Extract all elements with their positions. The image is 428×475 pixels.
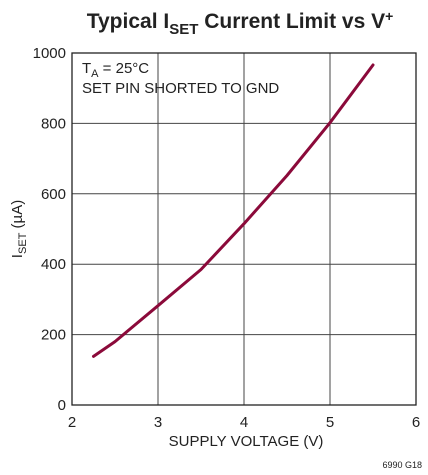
- y-label-sub: SET: [17, 232, 29, 254]
- x-tick-label: 6: [412, 414, 420, 431]
- plot-frame: [71, 52, 417, 406]
- footnote: 6990 G18: [382, 460, 422, 470]
- y-tick-label: 800: [41, 115, 66, 132]
- x-tick-label: 2: [68, 414, 76, 431]
- title-sub: SET: [169, 21, 198, 38]
- x-tick-label: 3: [154, 414, 162, 431]
- x-tick-label: 4: [240, 414, 248, 431]
- y-tick-label: 600: [41, 186, 66, 203]
- annotation-part: T: [82, 60, 91, 77]
- annotation-sub: A: [91, 68, 99, 80]
- title-part: Current Limit vs V: [198, 10, 385, 33]
- x-axis-label: SUPPLY VOLTAGE (V): [169, 433, 324, 450]
- y-tick-label: 1000: [33, 45, 66, 62]
- annotation: SET PIN SHORTED TO GND: [82, 80, 279, 97]
- title-sup: +: [385, 8, 393, 24]
- chart-title: Typical ISET Current Limit vs V+: [87, 8, 394, 38]
- annotation: TA = 25°C: [82, 60, 149, 80]
- y-tick-label: 200: [41, 327, 66, 344]
- data-line: [92, 63, 375, 358]
- x-tick-label: 5: [326, 414, 334, 431]
- title-part: Typical I: [87, 10, 169, 33]
- y-label-part: I: [9, 254, 26, 258]
- y-axis-label: ISET (µA): [9, 200, 29, 258]
- annotation-part: = 25°C: [99, 60, 150, 77]
- y-tick-label: 0: [58, 397, 66, 414]
- y-label-part: (µA): [9, 200, 26, 233]
- y-tick-label: 400: [41, 256, 66, 273]
